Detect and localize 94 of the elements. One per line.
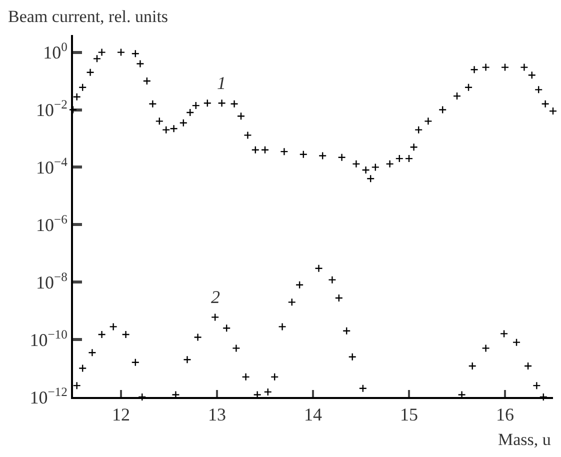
point (98, 330, 106, 339)
point (328, 276, 336, 284)
y-axis-title: Beam current, rel. units (8, 7, 168, 26)
point (88, 348, 96, 357)
point (348, 352, 356, 361)
x-tick-label: 14 (304, 404, 322, 425)
point (230, 100, 238, 108)
point (352, 160, 360, 168)
point (278, 322, 286, 331)
x-tick-label: 12 (112, 404, 130, 425)
point (236, 112, 246, 120)
point (318, 152, 327, 160)
point (338, 153, 346, 162)
point (251, 146, 260, 154)
point (386, 160, 394, 168)
point (452, 92, 462, 100)
point (482, 344, 490, 352)
point (136, 60, 144, 68)
point (295, 280, 304, 289)
point (192, 101, 200, 110)
point (264, 388, 272, 396)
point (410, 143, 418, 152)
point (414, 126, 423, 134)
point (395, 154, 404, 163)
point (260, 146, 270, 154)
point (548, 106, 558, 116)
point (155, 117, 164, 126)
point (358, 384, 368, 392)
point (244, 131, 252, 140)
point (541, 100, 550, 108)
x-tick-label: 16 (496, 404, 514, 425)
point (299, 150, 308, 158)
point (242, 372, 250, 382)
x-tick-label: 15 (400, 404, 418, 425)
y-tick-label: 10$^{−4}$ (36, 154, 68, 178)
point (314, 264, 323, 272)
point (288, 298, 296, 306)
point (342, 326, 351, 335)
y-tick-label: 10$^{0}$ (43, 40, 68, 63)
point (232, 344, 240, 352)
point (218, 99, 226, 108)
point (142, 76, 152, 86)
point (109, 322, 118, 331)
y-tick-label: 10$^{−6}$ (36, 212, 68, 235)
point (170, 124, 178, 133)
point (438, 106, 447, 114)
point (162, 126, 170, 134)
annotation: 2 (211, 287, 220, 307)
point (366, 174, 375, 183)
point (183, 356, 192, 364)
point (72, 92, 81, 101)
point (116, 48, 126, 56)
point (532, 381, 541, 390)
point (72, 381, 81, 390)
point (179, 118, 188, 127)
point (334, 294, 344, 302)
point (424, 117, 432, 126)
point (482, 63, 490, 72)
point (520, 63, 528, 72)
point (222, 324, 231, 332)
x-axis-title: Mass, u (498, 430, 552, 449)
point (210, 313, 220, 322)
point (468, 362, 476, 370)
point (131, 358, 140, 367)
point (371, 163, 380, 172)
point (362, 166, 370, 174)
point (194, 333, 202, 342)
y-tick-label: 10$^{−2}$ (36, 97, 68, 120)
point (122, 330, 130, 339)
point (280, 147, 288, 156)
y-tick-label: 10$^{−8}$ (36, 270, 68, 292)
point (512, 338, 521, 346)
y-tick-label: 10$^{−10}$ (30, 327, 68, 350)
point (534, 86, 543, 94)
point (148, 100, 157, 108)
point (131, 50, 140, 58)
point (78, 83, 87, 92)
x-tick-label: 13 (208, 404, 226, 425)
point (270, 372, 279, 382)
point (78, 364, 87, 372)
point (203, 99, 212, 108)
point (98, 48, 106, 56)
point (92, 54, 102, 63)
point (528, 71, 536, 80)
point (86, 68, 94, 76)
point (186, 108, 194, 117)
point (500, 63, 510, 72)
point (500, 330, 508, 338)
y-tick-label: 10$^{−12}$ (30, 384, 68, 408)
point (470, 65, 478, 74)
annotation: 1 (217, 73, 226, 93)
point (464, 83, 473, 92)
point (404, 154, 414, 163)
point (524, 362, 532, 370)
